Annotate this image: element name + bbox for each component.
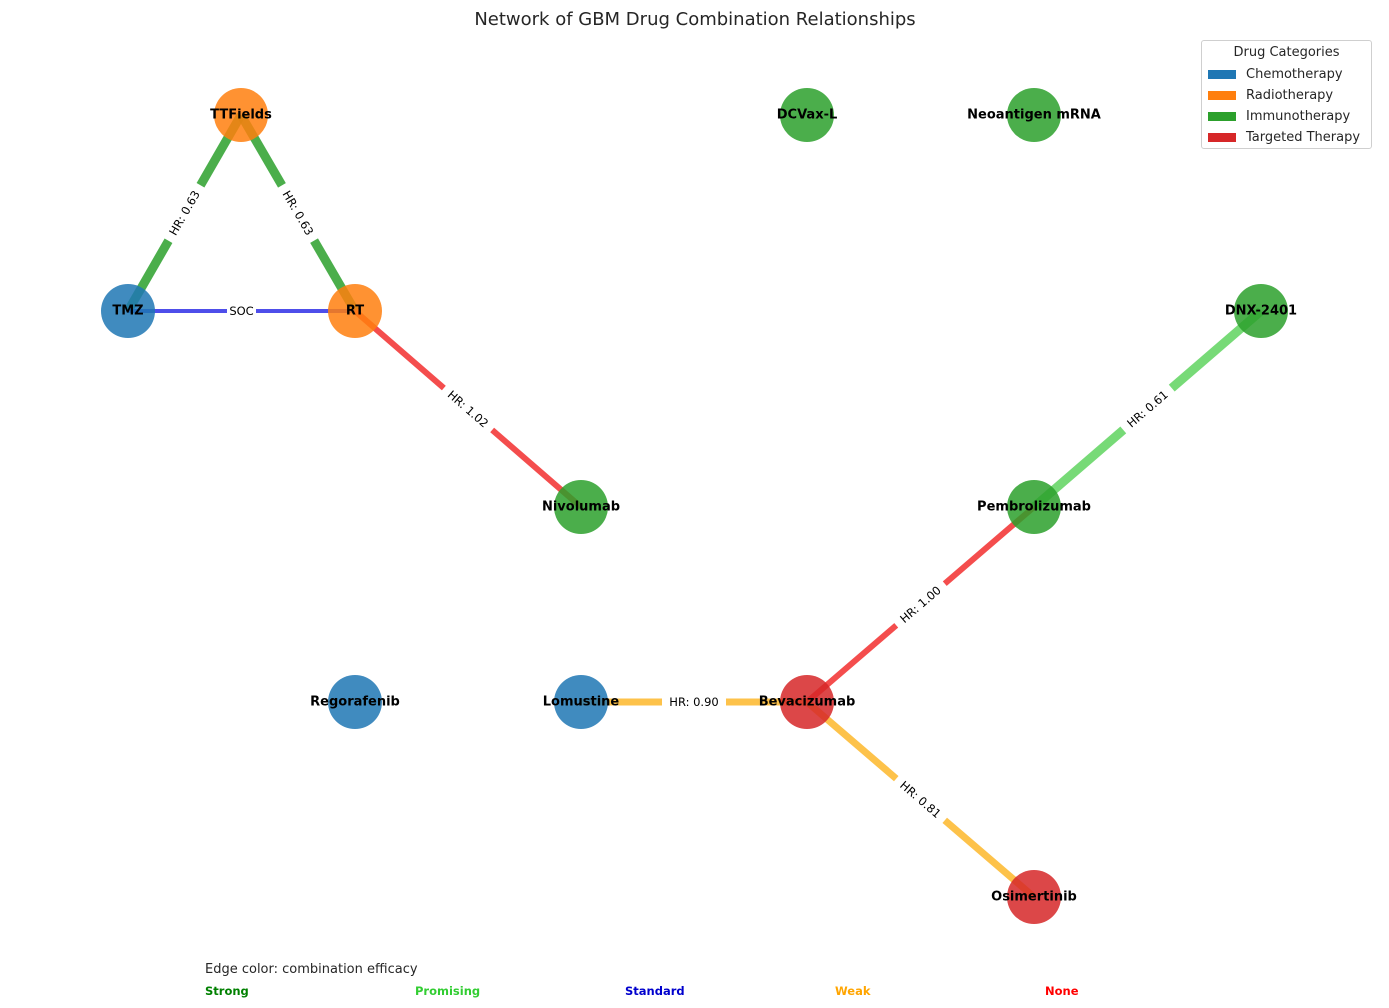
- edge-color-note: Edge color: combination efficacy: [205, 962, 418, 977]
- edge-label-group: HR: 0.90: [662, 694, 726, 710]
- edge-label-background: [891, 577, 950, 632]
- edge-label: HR: 0.81: [897, 778, 944, 821]
- node-regorafenib: [328, 675, 382, 729]
- efficacy-key-none: None: [1045, 984, 1079, 998]
- edge-label-background: [891, 772, 950, 827]
- nodes-layer: TTFields DCVax-L Neoantigen mRNA TMZ RT DNX-2…: [101, 88, 1297, 924]
- node-pembrolizumab: [1007, 480, 1061, 534]
- node-label-tmz: TMZ: [112, 304, 143, 319]
- edge-label-group: HR: 0.63: [161, 181, 208, 245]
- edge-label-background: [662, 694, 726, 710]
- edge-label-group: HR: 1.02: [438, 381, 498, 437]
- node-lomustine: [554, 675, 608, 729]
- node-label-ttfields: TTFields: [210, 108, 272, 123]
- node-tmz: [101, 284, 155, 338]
- edge-label-background: [1118, 382, 1177, 436]
- diagram-title: Network of GBM Drug Combination Relation…: [474, 9, 915, 30]
- legend: Drug Categories Chemotherapy Radiotherap…: [1201, 40, 1372, 149]
- node-label-neoantigen-mrna: Neoantigen mRNA: [967, 108, 1101, 123]
- legend-swatch: [1208, 69, 1236, 79]
- node-neoantigen-mrna: [1007, 88, 1061, 142]
- legend-swatch: [1208, 111, 1236, 121]
- legend-swatch: [1208, 90, 1236, 100]
- edge-label-background: [227, 303, 256, 319]
- node-label-nivolumab: Nivolumab: [542, 500, 620, 515]
- legend-swatch: [1208, 132, 1236, 142]
- edge-label-group: HR: 0.61: [1118, 382, 1177, 436]
- edge-label-group: SOC: [227, 303, 256, 319]
- node-label-dnx-2401: DNX-2401: [1225, 304, 1297, 319]
- edge-label: HR: 0.63: [166, 188, 203, 238]
- node-label-rt: RT: [346, 304, 364, 319]
- edge-label: HR: 1.02: [445, 388, 492, 431]
- legend-item-chemotherapy: Chemotherapy: [1208, 66, 1343, 82]
- edge-label-group: HR: 0.63: [274, 181, 322, 245]
- edge-label-group: HR: 1.00: [891, 577, 950, 632]
- edges-layer: [124, 112, 1264, 900]
- edge-label: HR: 0.63: [280, 188, 317, 238]
- efficacy-key-standard: Standard: [625, 984, 685, 998]
- node-osimertinib: [1007, 870, 1061, 924]
- legend-title: Drug Categories: [1233, 45, 1340, 60]
- edge-label-group: HR: 0.81: [891, 772, 950, 827]
- edge-label: HR: 0.90: [669, 695, 718, 709]
- legend-item-radiotherapy: Radiotherapy: [1208, 87, 1333, 103]
- efficacy-key-promising: Promising: [415, 984, 481, 998]
- node-label-lomustine: Lomustine: [543, 695, 620, 710]
- node-dcvax-l: [780, 88, 834, 142]
- node-ttfields: [214, 88, 268, 142]
- legend-label: Radiotherapy: [1246, 87, 1334, 103]
- legend-item-immunotherapy: Immunotherapy: [1208, 108, 1350, 124]
- node-label-osimertinib: Osimertinib: [991, 890, 1077, 905]
- edge-label-background: [274, 181, 322, 245]
- legend-label: Chemotherapy: [1246, 66, 1343, 82]
- node-label-pembrolizumab: Pembrolizumab: [977, 500, 1091, 515]
- efficacy-key-weak: Weak: [835, 984, 871, 998]
- efficacy-key-strong: Strong: [205, 984, 249, 998]
- legend-item-targeted-therapy: Targeted Therapy: [1208, 129, 1360, 145]
- legend-label: Immunotherapy: [1246, 108, 1351, 124]
- legend-label: Targeted Therapy: [1246, 129, 1361, 145]
- node-nivolumab: [554, 480, 608, 534]
- edge-label: HR: 0.61: [1124, 388, 1171, 431]
- edge-label: HR: 1.00: [897, 583, 944, 626]
- node-label-bevacizumab: Bevacizumab: [759, 695, 856, 710]
- edge-label-background: [161, 181, 208, 245]
- edge-label-background: [438, 381, 498, 437]
- node-label-regorafenib: Regorafenib: [310, 695, 400, 710]
- node-rt: [328, 284, 382, 338]
- node-label-dcvax-l: DCVax-L: [777, 108, 838, 123]
- edge-label: SOC: [229, 304, 253, 318]
- node-bevacizumab: [780, 675, 834, 729]
- node-dnx-2401: [1234, 284, 1288, 338]
